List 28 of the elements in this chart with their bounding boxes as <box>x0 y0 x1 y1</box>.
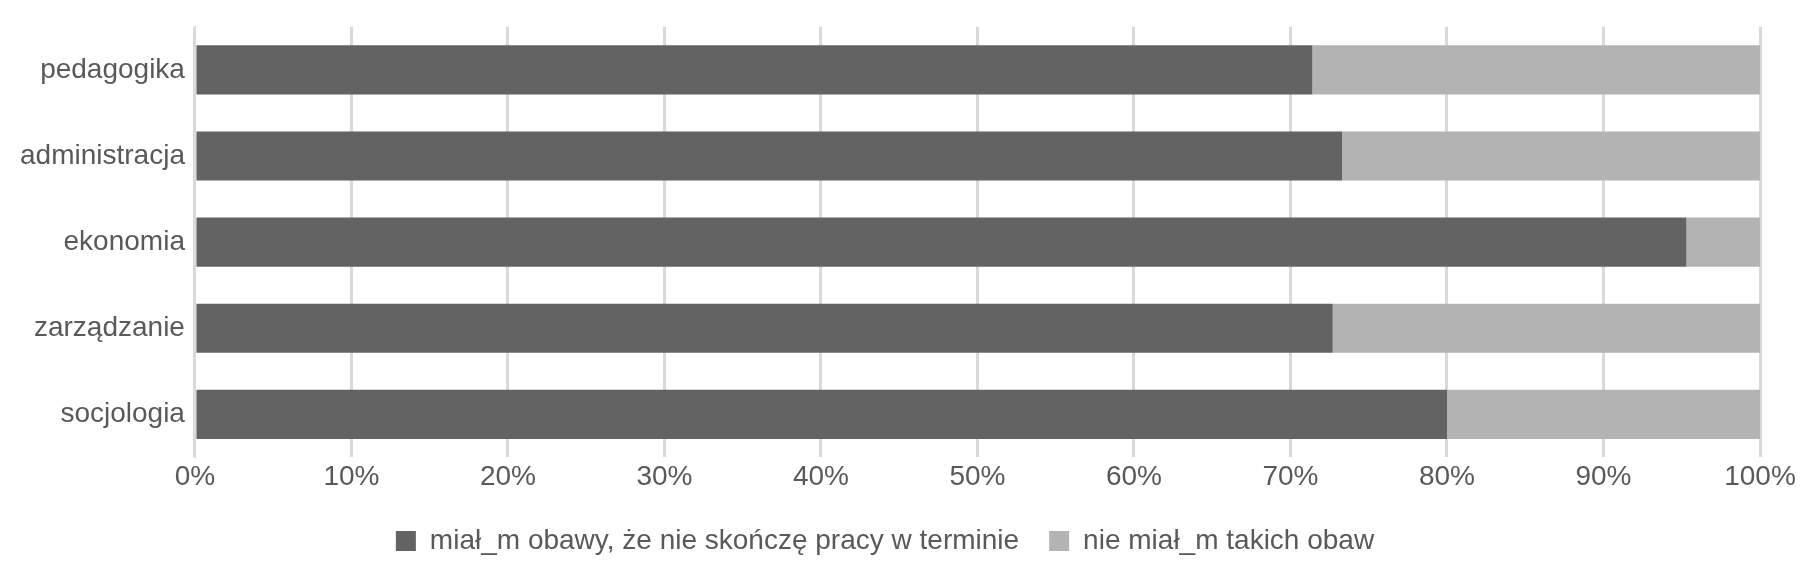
legend-label: miał_m obawy, że nie skończę pracy w terminie <box>429 523 1020 555</box>
y-tick-label: administracja <box>20 138 186 170</box>
bar <box>1342 131 1760 181</box>
legend-label: nie miał_m takich obaw <box>1083 523 1375 555</box>
x-tick-label: 40% <box>792 459 849 491</box>
x-tick-label: 10% <box>323 459 380 491</box>
bar <box>196 303 1333 353</box>
bar <box>196 131 1343 181</box>
bar <box>196 45 1313 95</box>
x-tick-label: 0% <box>174 459 216 491</box>
x-tick-label: 90% <box>1575 459 1632 491</box>
x-tick-label: 100% <box>1724 459 1796 491</box>
x-tick-label: 60% <box>1105 459 1162 491</box>
x-tick-label: 70% <box>1262 459 1319 491</box>
bar <box>196 389 1447 439</box>
x-tick-label: 80% <box>1418 459 1476 491</box>
y-tick-label: socjologia <box>60 397 186 429</box>
x-tick-label: 50% <box>949 459 1006 491</box>
x-tick-label: 30% <box>636 459 693 491</box>
y-tick-label: zarządzanie <box>33 310 185 342</box>
bar <box>1446 389 1760 439</box>
x-tick-label: 20% <box>479 459 536 491</box>
y-tick-label: pedagogika <box>40 52 186 84</box>
bar <box>1312 45 1760 95</box>
bar <box>1332 303 1760 353</box>
bar <box>1686 217 1760 267</box>
bar <box>196 217 1687 267</box>
y-tick-label: ekonomia <box>63 224 186 256</box>
